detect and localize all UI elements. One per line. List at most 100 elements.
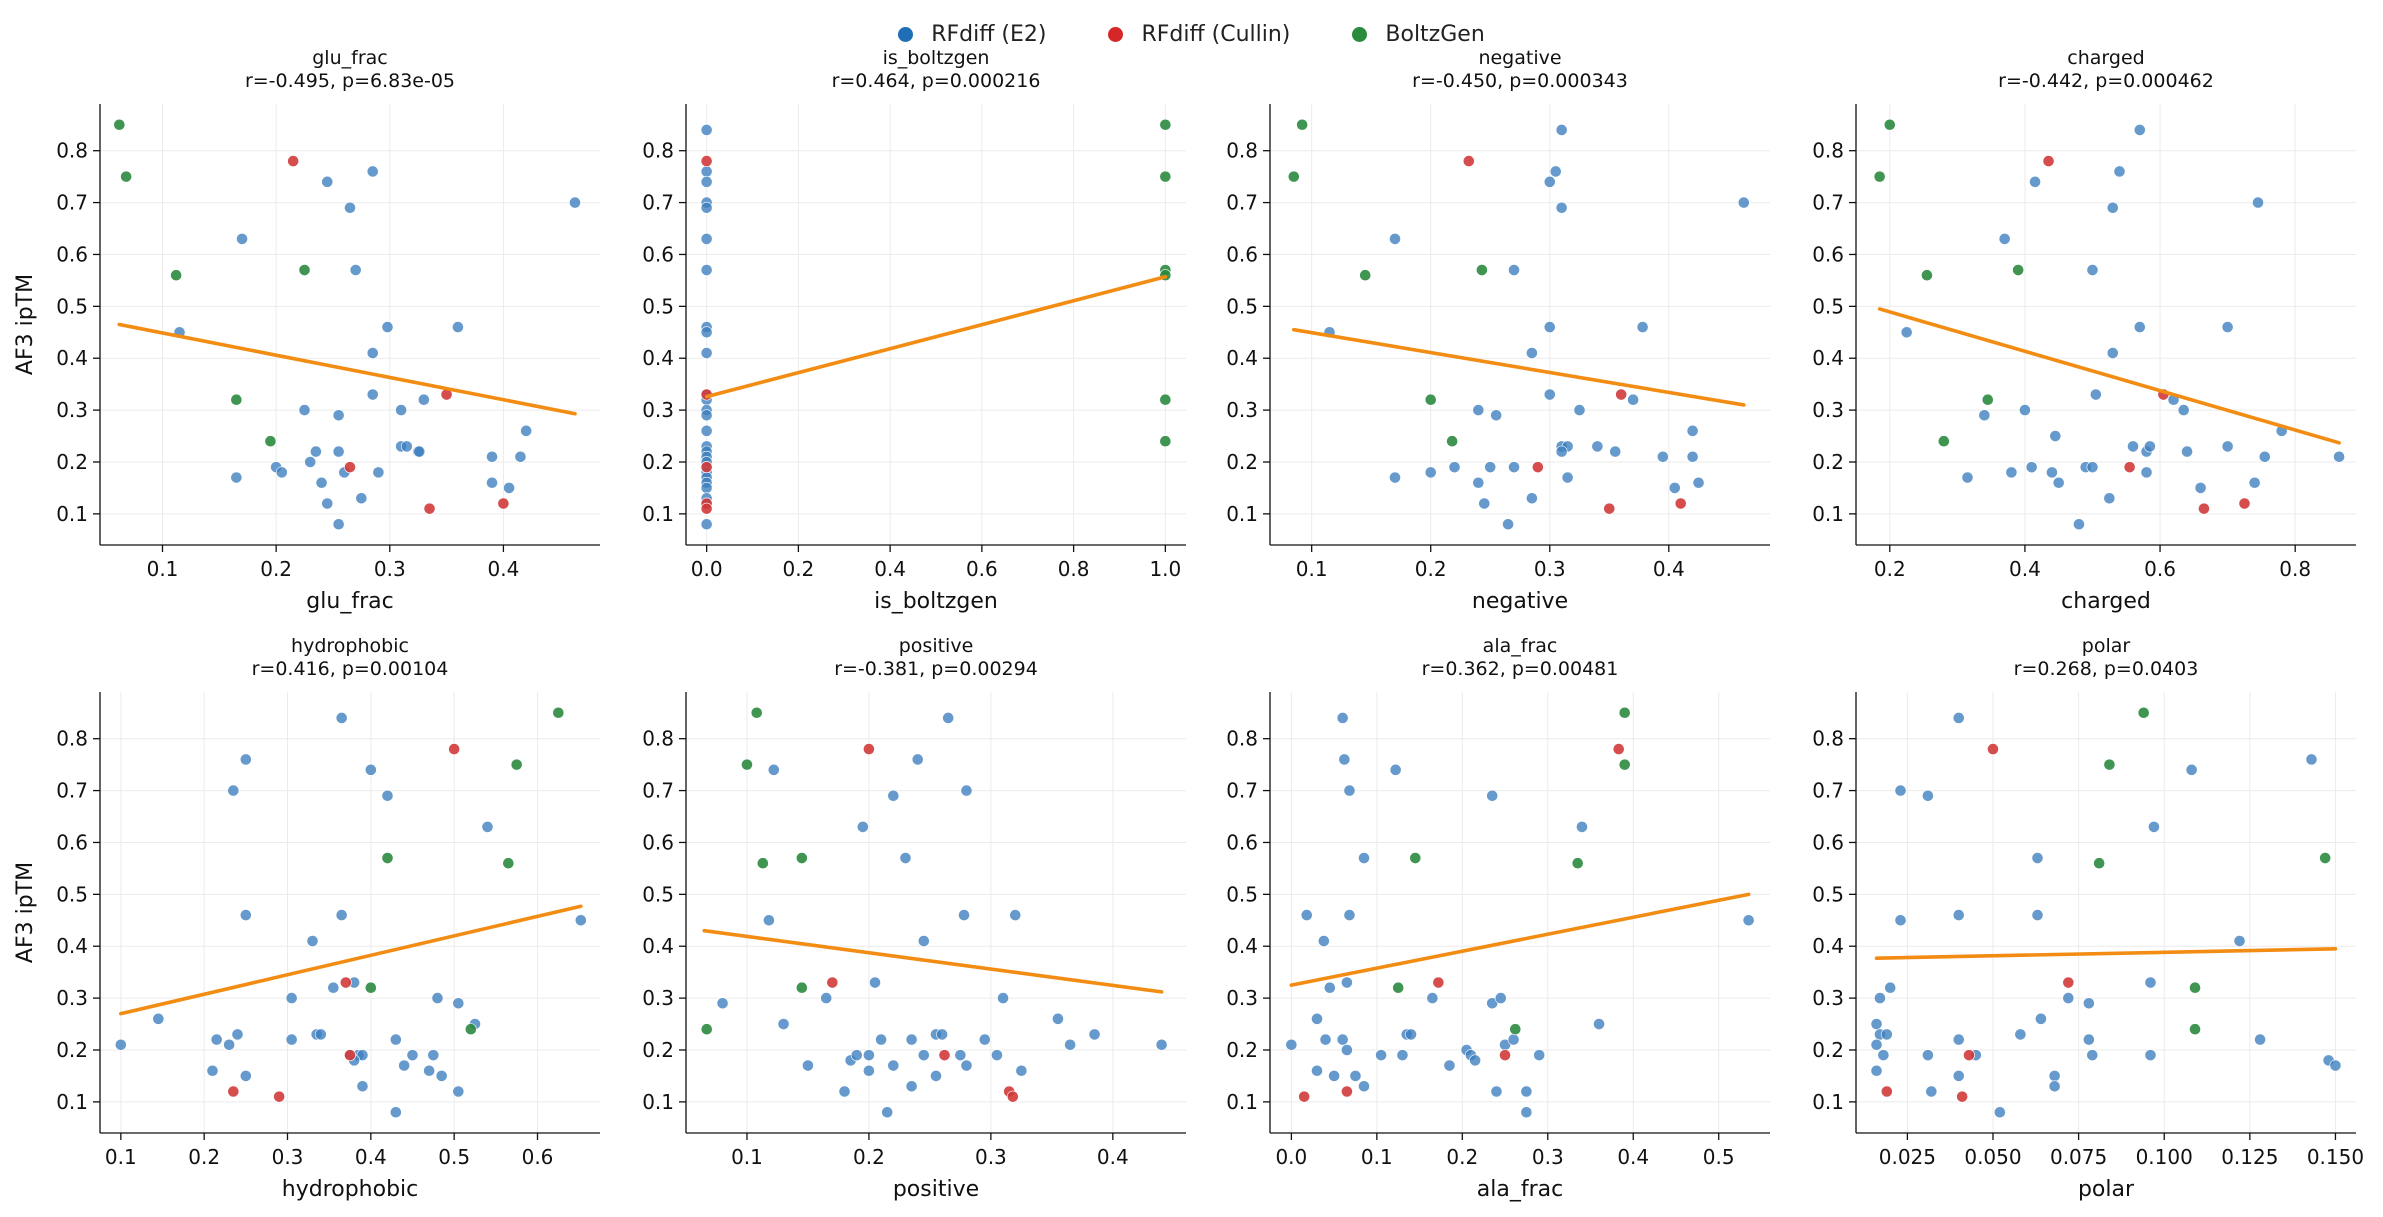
point-rfdiff-e2 xyxy=(2133,321,2146,333)
point-rfdiff-e2 xyxy=(452,997,465,1010)
point-rfdiff-e2 xyxy=(700,424,713,437)
point-rfdiff-e2 xyxy=(366,165,379,178)
point-boltzgen xyxy=(298,264,311,276)
point-rfdiff-e2 xyxy=(1533,1049,1546,1062)
point-rfdiff-e2 xyxy=(930,1070,942,1082)
point-rfdiff-e2 xyxy=(227,784,240,797)
y-tick-label: 0.2 xyxy=(56,1038,88,1062)
y-tick-label: 0.2 xyxy=(642,1038,674,1062)
x-tick-label: 0.1 xyxy=(147,557,179,581)
x-tick-label: 0.3 xyxy=(374,557,406,581)
point-rfdiff-e2 xyxy=(1520,1106,1533,1119)
point-boltzgen xyxy=(1476,264,1488,276)
point-rfdiff-e2 xyxy=(991,1049,1003,1062)
y-tick-label: 0.6 xyxy=(1226,830,1258,854)
y-tick-label: 0.3 xyxy=(1226,398,1258,422)
point-boltzgen xyxy=(1509,1023,1522,1036)
point-rfdiff-e2 xyxy=(230,471,243,484)
point-rfdiff-e2 xyxy=(1478,497,1491,510)
point-rfdiff-e2 xyxy=(1692,476,1705,489)
y-tick-label: 0.7 xyxy=(56,779,88,803)
y-tick-label: 0.1 xyxy=(1812,1090,1844,1114)
y-tick-label: 0.4 xyxy=(56,346,88,370)
point-boltzgen xyxy=(1159,170,1172,183)
point-rfdiff-e2 xyxy=(1686,450,1699,463)
y-tick-label: 0.6 xyxy=(642,242,674,266)
point-boltzgen xyxy=(1571,857,1584,870)
point-rfdiff-e2 xyxy=(838,1085,851,1098)
point-rfdiff-e2 xyxy=(1922,1049,1934,1062)
legend-item-boltzgen: BoltzGen xyxy=(1352,14,1485,54)
point-rfdiff-e2 xyxy=(2046,466,2058,479)
point-boltzgen xyxy=(1981,393,1994,406)
point-rfdiff-e2 xyxy=(1874,992,1886,1005)
legend-marker-rfdiff-cullin xyxy=(1108,26,1124,42)
point-boltzgen xyxy=(502,857,515,870)
point-rfdiff-e2 xyxy=(856,820,869,833)
point-rfdiff-cullin xyxy=(2123,461,2136,474)
point-rfdiff-e2 xyxy=(1894,914,1907,927)
point-rfdiff-e2 xyxy=(486,476,498,489)
point-rfdiff-e2 xyxy=(997,992,1009,1005)
y-tick-label: 0.4 xyxy=(1812,346,1844,370)
point-rfdiff-e2 xyxy=(114,1038,127,1051)
subplot-subtitle: r=-0.442, p=0.000462 xyxy=(1998,70,2214,92)
regression-line xyxy=(704,274,1168,399)
point-rfdiff-e2 xyxy=(960,784,973,797)
point-rfdiff-e2 xyxy=(2254,1033,2267,1046)
point-boltzgen xyxy=(113,118,126,131)
point-rfdiff-e2 xyxy=(2258,450,2271,463)
point-rfdiff-e2 xyxy=(1338,753,1351,766)
y-tick-label: 0.1 xyxy=(642,1090,674,1114)
legend-marker-rfdiff-e2 xyxy=(898,26,914,42)
point-rfdiff-e2 xyxy=(1520,1085,1533,1098)
point-rfdiff-e2 xyxy=(2035,1012,2047,1025)
y-tick-label: 0.3 xyxy=(56,398,88,422)
point-boltzgen xyxy=(2189,981,2201,994)
point-rfdiff-e2 xyxy=(381,321,394,333)
point-rfdiff-e2 xyxy=(306,935,319,947)
subplot-title: ala_frac xyxy=(1483,635,1558,657)
point-rfdiff-e2 xyxy=(1508,461,1520,474)
subplot-title: polar xyxy=(2082,635,2131,657)
y-tick-label: 0.8 xyxy=(1226,727,1258,751)
x-tick-label: 0.4 xyxy=(2009,557,2041,581)
y-tick-label: 0.5 xyxy=(1812,294,1844,318)
point-rfdiff-e2 xyxy=(1952,712,1965,724)
x-tick-label: 0.075 xyxy=(2050,1145,2107,1169)
point-rfdiff-e2 xyxy=(2031,852,2044,864)
y-tick-label: 0.5 xyxy=(1226,294,1258,318)
x-tick-label: 0.4 xyxy=(488,557,520,581)
point-rfdiff-cullin xyxy=(344,1049,356,1062)
y-tick-label: 0.6 xyxy=(1812,242,1844,266)
point-rfdiff-e2 xyxy=(2082,997,2095,1010)
point-rfdiff-e2 xyxy=(2005,466,2018,479)
point-rfdiff-cullin xyxy=(273,1090,286,1103)
y-tick-label: 0.3 xyxy=(642,986,674,1010)
point-rfdiff-e2 xyxy=(1015,1064,1028,1077)
point-boltzgen xyxy=(756,857,769,870)
y-tick-label: 0.5 xyxy=(642,882,674,906)
point-rfdiff-cullin xyxy=(826,976,839,989)
point-rfdiff-e2 xyxy=(2194,482,2207,494)
y-tick-label: 0.1 xyxy=(642,502,674,526)
y-tick-label: 0.3 xyxy=(642,398,674,422)
y-tick-label: 0.6 xyxy=(56,242,88,266)
y-tick-label: 0.8 xyxy=(1812,727,1844,751)
subplot-title: is_boltzgen xyxy=(883,47,990,69)
point-boltzgen xyxy=(120,170,133,183)
point-rfdiff-cullin xyxy=(1006,1090,1019,1103)
point-rfdiff-e2 xyxy=(310,445,322,458)
point-rfdiff-e2 xyxy=(905,1080,918,1093)
point-rfdiff-e2 xyxy=(1088,1028,1101,1041)
point-rfdiff-e2 xyxy=(1952,1070,1965,1082)
point-boltzgen xyxy=(1159,435,1172,448)
point-rfdiff-e2 xyxy=(700,518,713,531)
point-rfdiff-e2 xyxy=(1526,492,1538,505)
point-rfdiff-e2 xyxy=(2221,440,2234,453)
legend-item-rfdiff-cullin: RFdiff (Cullin) xyxy=(1108,14,1290,54)
subplot-subtitle: r=0.416, p=0.00104 xyxy=(252,658,449,680)
point-rfdiff-e2 xyxy=(1317,935,1330,947)
point-boltzgen xyxy=(1359,269,1372,282)
point-rfdiff-e2 xyxy=(1576,820,1588,833)
